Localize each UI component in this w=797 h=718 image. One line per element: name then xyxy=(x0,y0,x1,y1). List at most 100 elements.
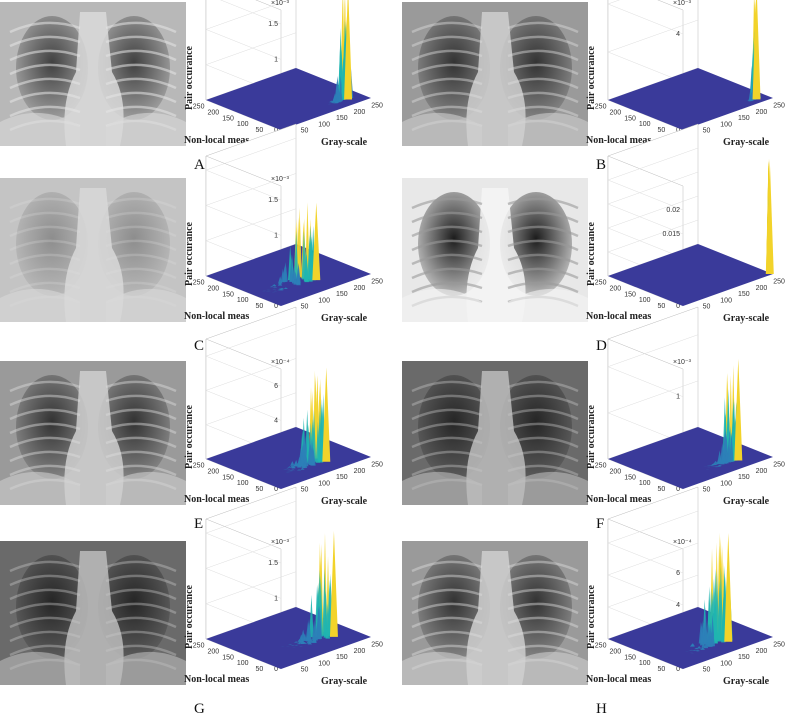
occurrence-surface xyxy=(746,0,761,101)
gray-axis-title: Gray-scale xyxy=(321,313,368,324)
gray-tick-label: 200 xyxy=(354,109,366,116)
gray-tick-label: 150 xyxy=(336,115,348,122)
chest-xray-image xyxy=(402,2,588,146)
z-axis-title: Pair occurance xyxy=(586,584,597,649)
nlm-axis-title: Non-local meas xyxy=(184,494,249,505)
panel-label: C xyxy=(194,338,204,355)
z-tick-label: 1.5 xyxy=(268,21,278,28)
gray-tick-label: 200 xyxy=(756,468,768,475)
surface-plot: 00.51×10⁻³5010015020025025020015010050Pa… xyxy=(588,361,788,505)
nlm-tick-label: 200 xyxy=(609,285,621,292)
z-tick-label: 1 xyxy=(274,56,278,63)
nlm-tick-label: 50 xyxy=(657,666,665,673)
z-tick-label: 6 xyxy=(274,383,278,390)
nlm-tick-label: 150 xyxy=(624,291,636,298)
z-tick-label: 1 xyxy=(676,394,680,401)
gray-tick-label: 100 xyxy=(318,297,330,304)
nlm-tick-label: 200 xyxy=(609,648,621,655)
gray-tick-label: 250 xyxy=(371,462,383,469)
z-tick-label: 6 xyxy=(676,570,680,577)
nlm-tick-label: 50 xyxy=(657,127,665,134)
gray-axis-title: Gray-scale xyxy=(723,676,770,687)
z-exponent-label: ×10⁻³ xyxy=(673,0,692,7)
surface-plot: 0246×10⁻⁴5010015020025025020015010050Pai… xyxy=(588,541,788,685)
z-axis-title: Pair occurance xyxy=(184,584,195,649)
nlm-tick-label: 150 xyxy=(222,474,234,481)
gray-tick-label: 250 xyxy=(371,642,383,649)
nlm-tick-label: 150 xyxy=(222,115,234,122)
panel-label: A xyxy=(194,157,205,174)
pair-occurrence-plot: 00.511.5×10⁻³501001502002502502001501005… xyxy=(186,2,386,146)
gray-tick-label: 250 xyxy=(371,103,383,110)
gray-tick-label: 200 xyxy=(354,468,366,475)
gray-tick-label: 50 xyxy=(703,487,711,494)
pair-occurrence-plot: 0246×10⁻⁴5010015020025025020015010050Pai… xyxy=(588,541,788,685)
z-tick-label: 1.5 xyxy=(268,197,278,204)
gray-tick-label: 200 xyxy=(756,648,768,655)
nlm-tick-label: 150 xyxy=(624,115,636,122)
z-axis-title: Pair occurance xyxy=(184,45,195,110)
z-axis-title: Pair occurance xyxy=(184,404,195,469)
z-tick-label: 1 xyxy=(274,232,278,239)
nlm-tick-label: 100 xyxy=(639,121,651,128)
nlm-axis-title: Non-local meas xyxy=(184,674,249,685)
z-axis-title: Pair occurance xyxy=(586,221,597,286)
pair-occurrence-plot: 00.51×10⁻³5010015020025025020015010050Pa… xyxy=(588,361,788,505)
nlm-tick-label: 100 xyxy=(237,660,249,667)
gray-axis-title: Gray-scale xyxy=(321,496,368,507)
gray-tick-label: 100 xyxy=(318,660,330,667)
pair-occurrence-plot: 00.511.5×10⁻³501001502002502502001501005… xyxy=(186,178,386,322)
gray-tick-label: 250 xyxy=(371,279,383,286)
surface-plot: 0246×10⁻⁴5010015020025025020015010050Pai… xyxy=(186,361,386,505)
gray-tick-label: 250 xyxy=(773,279,785,286)
chest-xray-image xyxy=(0,361,186,505)
gray-tick-label: 250 xyxy=(773,462,785,469)
gray-tick-label: 50 xyxy=(301,304,309,311)
gray-tick-label: 100 xyxy=(720,660,732,667)
nlm-tick-label: 50 xyxy=(255,303,263,310)
z-exponent-label: ×10⁻³ xyxy=(271,539,290,546)
panel-label: E xyxy=(194,516,203,533)
nlm-tick-label: 150 xyxy=(222,654,234,661)
chest-xray-image xyxy=(0,541,186,685)
z-axis-title: Pair occurance xyxy=(586,404,597,469)
z-tick-label: 4 xyxy=(676,31,680,38)
surface-plot: 00.511.5×10⁻³501001502002502502001501005… xyxy=(186,541,386,685)
chest-xray-image xyxy=(402,361,588,505)
gray-tick-label: 100 xyxy=(720,121,732,128)
panel-label: B xyxy=(596,157,606,174)
nlm-tick-label: 200 xyxy=(207,468,219,475)
nlm-tick-label: 50 xyxy=(255,127,263,134)
nlm-tick-label: 100 xyxy=(639,660,651,667)
gray-axis-title: Gray-scale xyxy=(723,496,770,507)
panel-label: H xyxy=(596,701,607,718)
nlm-tick-label: 200 xyxy=(609,109,621,116)
gray-axis-title: Gray-scale xyxy=(723,137,770,148)
gray-tick-label: 150 xyxy=(738,654,750,661)
z-exponent-label: ×10⁻³ xyxy=(271,176,290,183)
gray-tick-label: 50 xyxy=(301,667,309,674)
chest-xray-image xyxy=(0,2,186,146)
pair-occurrence-plot: 024×10⁻³5010015020025025020015010050Pair… xyxy=(588,2,788,146)
surface-plot: 024×10⁻³5010015020025025020015010050Pair… xyxy=(588,2,788,146)
gray-tick-label: 50 xyxy=(703,128,711,135)
gray-tick-label: 200 xyxy=(354,648,366,655)
gray-tick-label: 100 xyxy=(720,480,732,487)
z-tick-label: 4 xyxy=(676,602,680,609)
gray-tick-label: 100 xyxy=(720,297,732,304)
chest-xray-image xyxy=(402,541,588,685)
nlm-axis-title: Non-local meas xyxy=(586,311,651,322)
gray-tick-label: 50 xyxy=(301,128,309,135)
chest-xray-image xyxy=(0,178,186,322)
z-exponent-label: ×10⁻³ xyxy=(271,0,290,7)
gray-tick-label: 50 xyxy=(301,487,309,494)
gray-tick-label: 50 xyxy=(703,304,711,311)
nlm-tick-label: 100 xyxy=(639,297,651,304)
nlm-tick-label: 100 xyxy=(237,121,249,128)
nlm-axis-title: Non-local meas xyxy=(586,674,651,685)
gray-axis-title: Gray-scale xyxy=(321,676,368,687)
z-exponent-label: ×10⁻⁴ xyxy=(673,539,692,546)
nlm-tick-label: 150 xyxy=(624,654,636,661)
panel-label: G xyxy=(194,701,205,718)
panel-label: D xyxy=(596,338,607,355)
